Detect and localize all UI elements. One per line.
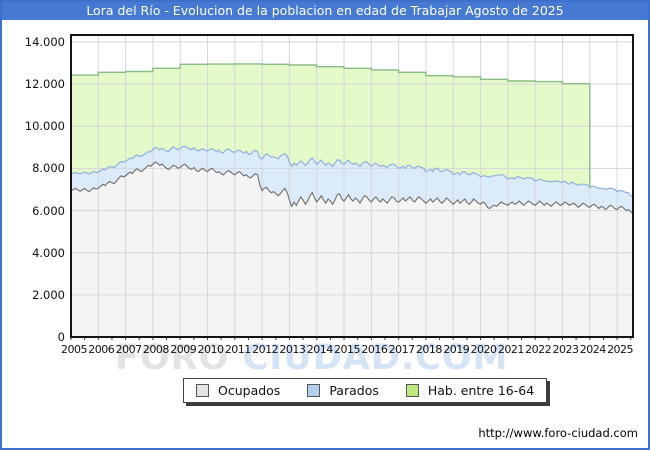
x-tick-label: 2020 <box>470 343 498 356</box>
x-tick-label: 2018 <box>415 343 443 356</box>
y-tick-label: 0 <box>57 330 65 344</box>
x-tick-label: 2013 <box>279 343 306 356</box>
legend-item-parados: Parados <box>307 383 379 398</box>
y-tick-label: 6.000 <box>32 203 65 218</box>
x-tick-label: 2023 <box>552 343 579 356</box>
chart-canvas <box>70 34 634 340</box>
y-tick-label: 12.000 <box>24 77 65 92</box>
legend-swatch-icon <box>307 384 321 397</box>
legend-item-ocupados: Ocupados <box>196 383 280 398</box>
x-tick-label: 2006 <box>88 343 115 356</box>
x-tick-label: 2010 <box>197 343 225 356</box>
x-tick-label: 2014 <box>306 343 334 356</box>
legend-label: Ocupados <box>218 383 281 398</box>
x-tick-label: 2007 <box>115 343 143 356</box>
x-tick-label: 2005 <box>61 343 88 356</box>
x-tick-label: 2008 <box>142 343 170 356</box>
legend-label: Hab. entre 16-64 <box>427 383 535 398</box>
x-tick-label: 2025 <box>607 343 634 356</box>
watermark-foro: FORO <box>115 338 230 378</box>
y-tick-label: 8.000 <box>32 161 65 176</box>
legend-swatch-icon <box>405 384 419 397</box>
chart-title-bar: Lora del Río - Evolucion de la poblacion… <box>2 2 648 20</box>
x-tick-label: 2019 <box>443 343 470 356</box>
y-tick-label: 2.000 <box>32 287 65 302</box>
x-tick-label: 2012 <box>252 343 279 356</box>
footer-url-link[interactable]: http://www.foro-ciudad.com <box>478 426 638 440</box>
x-tick-label: 2017 <box>388 343 416 356</box>
legend: Ocupados Parados Hab. entre 16-64 <box>183 378 548 403</box>
plot-area <box>70 34 634 340</box>
x-tick-label: 2022 <box>525 343 552 356</box>
y-tick-label: 14.000 <box>24 35 65 49</box>
y-tick-label: 4.000 <box>32 245 65 260</box>
x-tick-label: 2011 <box>224 343 252 356</box>
x-tick-label: 2016 <box>361 343 388 356</box>
watermark: FORO CIUDAD.COM <box>115 338 508 378</box>
x-tick-label: 2024 <box>579 343 607 356</box>
legend-label: Parados <box>329 383 379 398</box>
y-tick-label: 10.000 <box>24 119 65 134</box>
x-tick-label: 2021 <box>497 343 525 356</box>
legend-item-hab-entre-16-64: Hab. entre 16-64 <box>405 383 535 398</box>
watermark-ciudad: CIUDAD.COM <box>242 338 509 378</box>
legend-swatch-icon <box>196 384 209 397</box>
x-tick-label: 2009 <box>170 343 197 356</box>
x-tick-label: 2015 <box>334 343 361 356</box>
